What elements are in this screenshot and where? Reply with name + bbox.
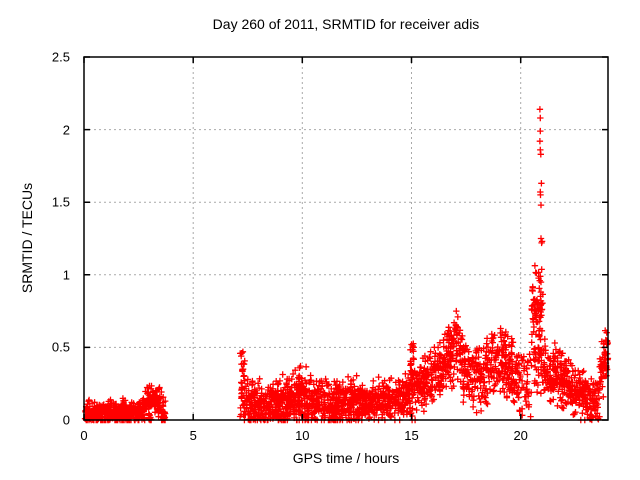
- x-tick-label: 0: [80, 428, 88, 443]
- y-tick-label: 1.5: [51, 194, 70, 210]
- x-tick-label: 10: [295, 428, 310, 443]
- x-tick-label: 5: [189, 428, 197, 443]
- x-tick-label: 15: [404, 428, 419, 443]
- y-tick-label: 0: [62, 412, 70, 428]
- y-tick-label: 2.5: [51, 49, 70, 65]
- plot-border: [83, 56, 609, 421]
- grid-lines: [84, 57, 608, 420]
- y-tick-label: 1: [62, 267, 70, 283]
- x-axis-label: GPS time / hours: [292, 450, 400, 466]
- y-tick-label: 2: [62, 122, 70, 138]
- x-tick-label: 20: [513, 428, 528, 443]
- chart-title: Day 260 of 2011, SRMTID for receiver adi…: [212, 16, 480, 32]
- data-points: [81, 106, 612, 424]
- y-tick-label: 0.5: [51, 339, 70, 355]
- tick-marks: [83, 56, 608, 421]
